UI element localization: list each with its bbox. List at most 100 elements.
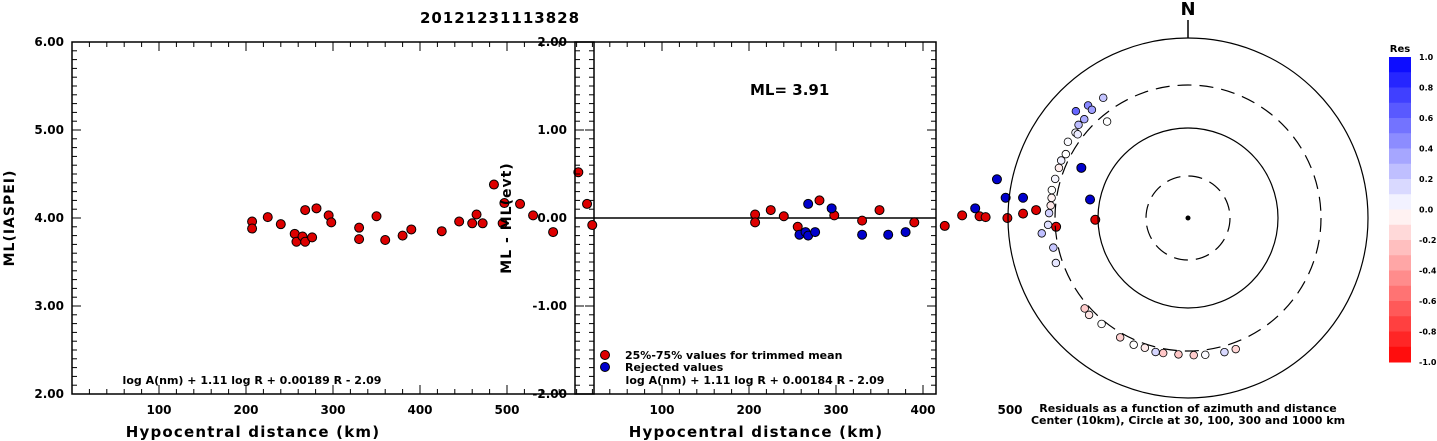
legend-marker-trimmed xyxy=(600,350,610,360)
data-point xyxy=(991,174,1002,185)
data-point xyxy=(883,229,894,240)
data-point xyxy=(1018,192,1029,203)
station-point xyxy=(1151,347,1160,357)
data-points xyxy=(750,162,1101,241)
data-point xyxy=(874,205,885,216)
station-point xyxy=(1050,174,1060,184)
station-point xyxy=(1051,258,1061,268)
data-point xyxy=(436,226,447,237)
range-circle-1000km xyxy=(1007,37,1369,399)
colorbar-cell xyxy=(1389,301,1411,317)
station-point xyxy=(1231,344,1240,354)
caption-line-2: Center (10km), Circle at 30, 100, 300 an… xyxy=(1031,414,1345,427)
station-point xyxy=(1087,105,1097,114)
station-point xyxy=(1047,193,1056,203)
data-point xyxy=(477,218,488,229)
y-tick-label: -1.00 xyxy=(532,299,567,313)
station-point xyxy=(1220,347,1229,357)
range-circle-100km xyxy=(1097,127,1279,309)
x-tick-label: 300 xyxy=(823,403,848,417)
station-point xyxy=(1047,185,1057,195)
station-point xyxy=(1189,350,1198,360)
station-point xyxy=(1071,107,1081,116)
data-points xyxy=(247,167,598,247)
data-point xyxy=(1085,194,1096,205)
data-point xyxy=(857,229,868,240)
colorbar-tick-label: -0.4 xyxy=(1419,267,1437,276)
y-axis-label: ML(IASPEI) xyxy=(2,170,18,267)
colorbar-tick-label: -1.0 xyxy=(1419,358,1437,367)
axis-ticks xyxy=(575,42,936,394)
magnitude-vs-distance-panel: 100 200 300 400 500 2.00 3.00 4.00 5.00 6.00 log… xyxy=(2,35,598,441)
data-point xyxy=(326,217,337,228)
colorbar-cell xyxy=(1389,194,1411,210)
y-tick-label: -2.00 xyxy=(532,387,567,401)
x-tick-label: 400 xyxy=(407,403,432,417)
data-point xyxy=(810,227,821,238)
y-tick-label: 4.00 xyxy=(34,211,64,225)
ml-annotation: ML= 3.91 xyxy=(750,81,829,99)
colorbar-cell xyxy=(1389,179,1411,195)
y-tick-labels: 2.00 3.00 4.00 5.00 6.00 xyxy=(34,35,64,401)
station-point xyxy=(1049,243,1058,252)
data-point xyxy=(497,218,508,229)
colorbar-cell xyxy=(1389,255,1411,271)
x-tick-label: 200 xyxy=(736,403,761,417)
data-point xyxy=(1000,192,1011,203)
station-point xyxy=(1097,319,1106,329)
y-tick-label: 1.00 xyxy=(537,123,567,137)
residual-colorbar: Res 1.0 0.8 0.6 0.4 0.2 0.0 -0.2 -0.4 -0.6 -0.8 -1… xyxy=(1389,44,1437,367)
data-point xyxy=(515,198,526,209)
station-point xyxy=(1099,93,1108,103)
colorbar-cells xyxy=(1389,57,1411,363)
data-point xyxy=(970,203,981,214)
colorbar-cell xyxy=(1389,240,1411,256)
data-point xyxy=(397,230,408,241)
colorbar-tick-labels: 1.0 0.8 0.6 0.4 0.2 0.0 -0.2 -0.4 -0.6 -0.8 -1.0 xyxy=(1419,53,1437,367)
data-point xyxy=(765,205,776,216)
station-point xyxy=(1073,130,1082,139)
data-point xyxy=(1076,162,1087,173)
y-tick-label: 5.00 xyxy=(34,123,64,137)
data-point xyxy=(311,203,322,214)
figure-title: 20121231113828 xyxy=(420,9,580,27)
legend-label-rejected: Rejected values xyxy=(625,361,724,374)
station-point xyxy=(1080,304,1089,313)
data-point xyxy=(528,210,539,221)
x-axis-label: Hypocentral distance (km) xyxy=(629,423,884,441)
caption-line-1: Residuals as a function of azimuth and d… xyxy=(1039,402,1336,415)
colorbar-cell xyxy=(1389,331,1411,348)
colorbar-tick-label: 0.4 xyxy=(1419,145,1434,154)
colorbar-tick-label: -0.2 xyxy=(1419,236,1437,245)
formula-label: log A(nm) + 1.11 log R + 0.00184 R - 2.0… xyxy=(626,374,885,387)
data-point xyxy=(300,236,311,247)
data-point xyxy=(939,220,950,231)
data-point xyxy=(262,212,273,223)
data-point xyxy=(354,234,365,245)
station-point xyxy=(1037,229,1046,238)
station-point xyxy=(1080,115,1089,124)
x-axis-label: Hypocentral distance (km) xyxy=(126,423,381,441)
formula-label: log A(nm) + 1.11 log R + 0.00189 R - 2.0… xyxy=(123,374,382,387)
station-point xyxy=(1046,201,1055,210)
colorbar-tick-label: 0.0 xyxy=(1419,206,1434,215)
x-tick-label: 500 xyxy=(997,403,1022,417)
data-point xyxy=(307,232,318,243)
station-point xyxy=(1201,350,1210,359)
colorbar-cell xyxy=(1389,270,1411,287)
station-point xyxy=(1102,117,1112,126)
colorbar-tick-label: -0.6 xyxy=(1419,297,1437,306)
station-point xyxy=(1063,137,1073,146)
colorbar-cell xyxy=(1389,72,1411,88)
north-label: N xyxy=(1180,0,1195,20)
data-point xyxy=(778,211,789,222)
colorbar-cell xyxy=(1389,57,1411,73)
y-tick-label: 2.00 xyxy=(34,387,64,401)
data-point xyxy=(1018,208,1029,219)
data-point xyxy=(857,215,868,226)
data-point xyxy=(1002,213,1013,223)
range-circle-300km xyxy=(1054,84,1322,352)
x-tick-label: 200 xyxy=(233,403,258,417)
station-point xyxy=(1115,333,1125,342)
